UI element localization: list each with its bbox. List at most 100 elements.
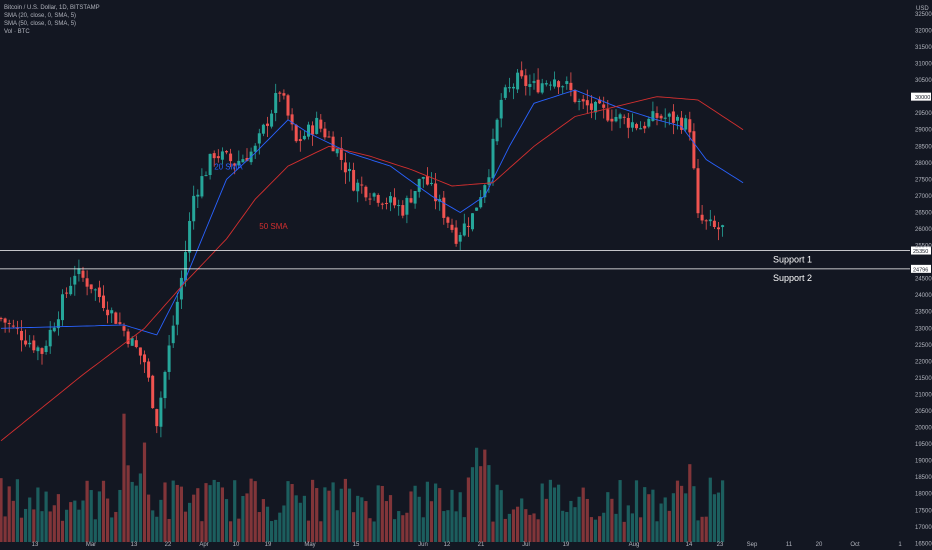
candle-body	[122, 326, 126, 331]
candle-body	[659, 115, 663, 119]
volume-bar	[183, 511, 188, 542]
candle-body	[598, 99, 602, 104]
y-tick-label: 24000	[915, 293, 932, 299]
volume-bar	[298, 502, 302, 542]
candle-body	[721, 225, 725, 228]
candle-body	[0, 318, 3, 320]
y-tick-label: 17500	[915, 508, 932, 514]
volume-bar	[397, 511, 401, 542]
candle-body	[405, 197, 409, 215]
volume-bar	[475, 447, 479, 542]
candle-body	[425, 176, 429, 185]
volume-bar	[24, 508, 28, 542]
candle-body	[434, 183, 438, 202]
volume-bar	[118, 489, 122, 542]
candle-body	[368, 198, 372, 200]
volume-bar	[626, 505, 630, 542]
candle-body	[708, 219, 712, 222]
volume-bar	[134, 485, 138, 542]
candle-body	[216, 156, 220, 159]
volume-bar	[171, 480, 175, 542]
candle-body	[245, 157, 249, 162]
volume-bar	[3, 516, 7, 542]
volume-bar	[462, 517, 466, 542]
candle-body	[458, 234, 462, 242]
volume-bar	[413, 485, 417, 542]
candle-body	[126, 331, 130, 345]
candle-body	[680, 117, 684, 130]
candle-body	[114, 312, 118, 324]
support2-label: Support 2	[773, 273, 812, 283]
volume-bar	[257, 512, 261, 542]
volume-bar	[233, 480, 237, 542]
volume-bar	[175, 484, 179, 542]
candle-body	[471, 213, 474, 230]
candle-body	[495, 119, 499, 142]
candle-body	[110, 310, 114, 314]
candlesticks	[0, 61, 725, 438]
candle-body	[663, 117, 667, 119]
volume-bar	[7, 486, 11, 542]
volume-bar	[28, 497, 32, 542]
x-tick-label: 15	[353, 542, 360, 548]
volume-bar	[196, 488, 200, 542]
volume-bar	[376, 485, 380, 542]
candle-body	[479, 197, 483, 208]
x-tick-label: May	[304, 542, 315, 548]
volume-bar	[101, 480, 106, 542]
y-tick-label: 27500	[915, 177, 932, 183]
volume-bar	[450, 489, 454, 542]
sma50-legend: SMA (50, close, 0, SMA, 5)	[4, 21, 77, 27]
volume-bar	[598, 516, 602, 542]
x-tick-label: 19	[563, 542, 570, 548]
x-tick-label: 13	[32, 542, 39, 548]
candle-body	[298, 139, 302, 142]
volume-bar	[290, 484, 294, 542]
candle-body	[233, 163, 237, 166]
candle-body	[343, 162, 347, 173]
volume-bar	[352, 512, 356, 542]
y-tick-label: 29000	[915, 128, 932, 134]
x-tick-label: 19	[265, 542, 272, 548]
candle-body	[589, 103, 593, 110]
x-tick-label: 23	[717, 542, 724, 548]
y-tick-label: 21000	[915, 392, 932, 398]
y-tick-label: 32000	[915, 28, 932, 34]
candle-body	[184, 252, 187, 281]
candle-body	[536, 79, 540, 93]
candle-body	[647, 118, 651, 127]
candle-body	[97, 287, 101, 298]
volume-bar	[585, 498, 589, 542]
y-tick-label: 21500	[915, 376, 932, 382]
candle-body	[557, 81, 561, 88]
volume-bar	[712, 494, 716, 542]
volume-bar	[409, 491, 413, 542]
volume-bar	[315, 488, 319, 542]
volume-bar	[561, 510, 565, 542]
volume-bar	[589, 517, 593, 542]
y-tick-label: 22500	[915, 343, 932, 349]
volume-bar	[265, 506, 270, 542]
volume-bar	[15, 479, 19, 542]
candle-body	[421, 177, 425, 179]
currency-label: USD	[916, 6, 929, 12]
sma20-annotation: 20 SMA	[214, 162, 243, 171]
candle-body	[118, 322, 122, 324]
candle-body	[32, 340, 36, 351]
volume-bar	[368, 518, 372, 542]
volume-bar	[306, 520, 311, 542]
candle-body	[229, 153, 233, 162]
volume-bar	[319, 521, 323, 542]
candle-body	[401, 205, 405, 216]
volume-bar	[639, 517, 643, 542]
candle-body	[639, 128, 643, 130]
volume-bar	[466, 477, 470, 542]
candle-body	[192, 195, 196, 222]
candle-body	[36, 347, 40, 352]
volume-bar	[224, 499, 229, 542]
volume-bar	[421, 517, 425, 542]
candle-body	[548, 84, 552, 86]
candle-body	[171, 325, 175, 344]
volume-bar	[204, 483, 208, 542]
